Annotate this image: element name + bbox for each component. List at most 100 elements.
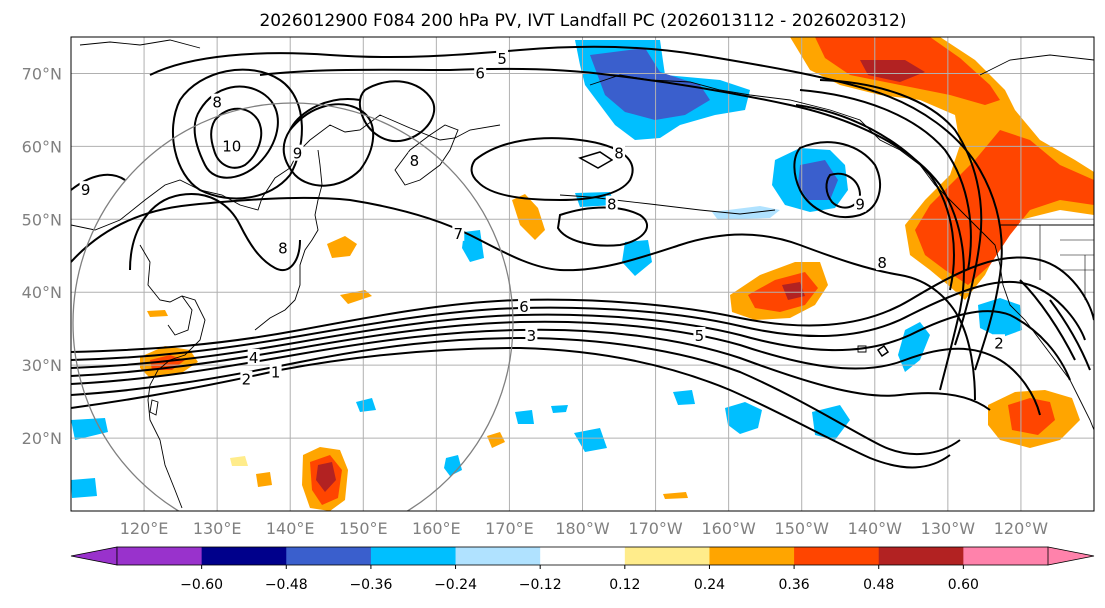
coastline-japan <box>254 199 319 331</box>
pv-label-backdrop <box>993 334 1006 351</box>
pv-contour-label: 8 <box>212 94 222 112</box>
ivt-negative-region <box>356 398 376 412</box>
ivt-negative-region <box>725 402 762 434</box>
pv-contour <box>876 344 890 358</box>
pv-contour-label: 8 <box>614 145 624 163</box>
colorbar-tick-label: −0.60 <box>180 577 223 593</box>
coastline-asia-east <box>139 244 206 509</box>
ivt-negative-region <box>515 410 534 424</box>
coastline-korea <box>167 295 193 336</box>
ivt-positive-region <box>340 290 372 304</box>
pv-label-backdrop <box>613 144 626 161</box>
pv-contour-label: 2 <box>242 371 252 389</box>
longitude-label: 140°W <box>848 519 903 538</box>
pv-contour <box>358 80 435 143</box>
pv-label-backdrop <box>854 195 867 212</box>
longitude-label: 130°E <box>193 519 242 538</box>
pv-contour <box>129 193 301 271</box>
colorbar-segment <box>794 547 880 565</box>
colorbar-tick-label: −0.36 <box>349 577 392 593</box>
longitude-label: 120°W <box>994 519 1049 538</box>
pv-contour-label: 6 <box>475 64 485 82</box>
pv-contour-label: 5 <box>695 327 705 345</box>
pv-label-backdrop <box>518 297 531 314</box>
pv-contour <box>71 173 126 191</box>
longitude-label: 150°E <box>339 519 388 538</box>
pv-contour <box>819 79 983 346</box>
pv-contour <box>259 67 965 391</box>
pv-contour <box>71 256 1094 353</box>
colorbar-tick-label: −0.48 <box>265 577 308 593</box>
gridlines <box>71 37 1094 511</box>
ivt-positive-region <box>327 236 357 258</box>
longitude-label: 150°W <box>775 519 830 538</box>
pv-contour-label: 5 <box>497 50 507 68</box>
pv-contour-label: 3 <box>527 327 537 345</box>
pv-label-backdrop <box>605 195 618 212</box>
pv-label-backdrop <box>240 370 253 387</box>
colorbar-extend-high <box>1047 546 1095 566</box>
pv-contour <box>1019 279 1076 361</box>
ivt-positive-region <box>663 492 688 499</box>
pv-label-backdrop <box>79 181 92 198</box>
ivt-positive-region <box>1008 398 1055 435</box>
longitude-labels: 120°E 130°E 140°E 150°E 160°E 170°E 180°W 170°W… <box>120 519 1049 538</box>
latitude-label: 60°N <box>22 137 62 156</box>
coastline-north-america <box>964 214 1094 431</box>
latitude-label: 30°N <box>22 356 62 375</box>
longitude-label: 140°E <box>266 519 315 538</box>
pv-label-backdrop <box>452 224 465 241</box>
pv-contour-label: 6 <box>519 298 529 316</box>
colorbar-tick-label: 0.36 <box>779 577 810 593</box>
ivt-positive-region <box>256 472 272 487</box>
figure-title: 2026012900 F084 200 hPa PV, IVT Landfall… <box>259 11 906 31</box>
ivt-negative-region <box>551 405 568 413</box>
pv-label-backdrop <box>291 144 304 161</box>
colorbar-segment <box>709 547 795 565</box>
pv-contour-label: 7 <box>454 225 464 243</box>
coastline-hawaii <box>857 345 867 353</box>
pv-label-backdrop <box>247 348 260 365</box>
longitude-label: 120°E <box>120 519 169 538</box>
latitude-labels: 70°N 60°N 50°N 40°N 30°N 20°N <box>22 64 62 448</box>
colorbar-segment <box>286 547 372 565</box>
pv-label-backdrop <box>408 151 421 168</box>
ivt-negative-region <box>798 160 838 200</box>
coastline-alaska <box>589 74 966 216</box>
pv-contour-label: 8 <box>607 196 617 214</box>
pv-contour <box>1049 299 1091 371</box>
coastline-asia <box>71 114 501 231</box>
longitude-label: 170°E <box>485 519 534 538</box>
ivt-positive-region <box>915 130 1094 285</box>
colorbar-segment <box>878 547 964 565</box>
pv-contour-label: 10 <box>222 137 241 155</box>
coastline-aleutians <box>559 194 776 215</box>
colorbar-segment <box>455 547 541 565</box>
landfall-radius-circle <box>72 102 514 511</box>
colorbar-segment <box>370 547 457 565</box>
pv-contour-label: 4 <box>249 349 259 367</box>
pv-contour <box>71 320 1041 416</box>
colorbar-segment <box>117 547 203 565</box>
latitude-label: 50°N <box>22 210 62 229</box>
longitude-label: 160°W <box>701 519 756 538</box>
ivt-negative-region <box>71 418 108 440</box>
colorbar-tick-label: 0.24 <box>694 577 725 593</box>
coastline-arctic-west <box>79 39 201 49</box>
ivt-negative-region <box>462 230 484 262</box>
colorbar-extend-low <box>70 546 118 566</box>
coastline-kamchatka <box>394 124 459 186</box>
colorbar-tick-label: −0.12 <box>519 577 562 593</box>
pv-contour-label: 8 <box>877 254 887 272</box>
pv-contour <box>556 206 648 247</box>
pv-contour <box>795 104 955 291</box>
pv-label-backdrop <box>211 93 224 110</box>
pv-label-backdrop <box>225 137 238 154</box>
pv-contour <box>71 280 1086 361</box>
colorbar-segment <box>540 547 626 565</box>
ivt-positive-region <box>487 432 505 448</box>
ivt-negative-region <box>673 390 695 405</box>
pv-contour-label: 9 <box>81 181 91 199</box>
